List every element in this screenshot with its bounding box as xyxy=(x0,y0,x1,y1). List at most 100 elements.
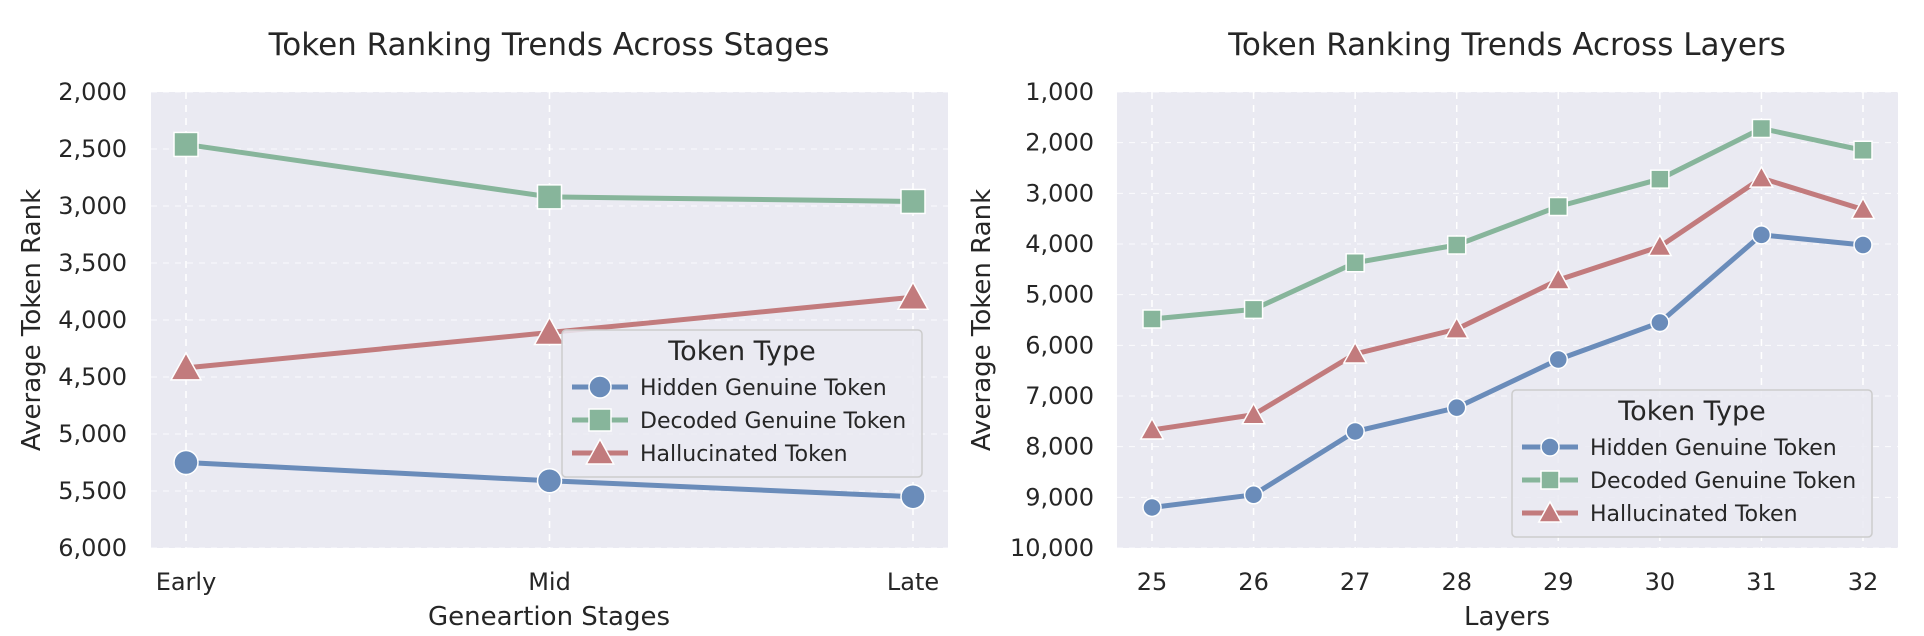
y-axis-label-layers: Average Token Rank xyxy=(967,189,997,451)
series-markers-layers xyxy=(1139,118,1876,518)
legend-items: Hidden Genuine Token Decoded Genuine Toke… xyxy=(572,375,906,467)
legend-label-hidden-genuine-token: Hidden Genuine Token xyxy=(1590,436,1837,461)
y-axis-label-stages: Average Token Rank xyxy=(17,189,47,451)
x-tick-labels-stages: Early Mid Late xyxy=(156,568,939,596)
data-point-hidden-genuine-token xyxy=(1243,485,1264,505)
y-tick-label: 1,000 xyxy=(1025,78,1094,106)
legend-swatch-marker xyxy=(1540,437,1560,457)
data-point-decoded-genuine-token xyxy=(1446,235,1467,255)
y-tick-label: 2,500 xyxy=(58,135,127,163)
x-tick-labels-layers: 25 26 27 28 29 30 31 32 xyxy=(1137,568,1879,596)
legend-stages: Token Type Hidden Genuine Token Decoded G… xyxy=(561,329,923,478)
data-point-hallucinated-token xyxy=(1748,165,1774,188)
data-point-hidden-genuine-token xyxy=(1142,497,1162,518)
data-point-hidden-genuine-token xyxy=(1446,397,1467,418)
legend-items: Hidden Genuine Token Decoded Genuine Toke… xyxy=(1522,436,1856,527)
legend-swatch-marker xyxy=(1540,470,1560,490)
data-point-hidden-genuine-token xyxy=(1345,421,1365,442)
series-line-hidden-genuine-token xyxy=(1149,232,1866,510)
y-tick-label: 6,000 xyxy=(1025,331,1094,359)
chart-title-layers: Token Ranking Trends Across Layers xyxy=(1227,27,1786,63)
data-point-decoded-genuine-token xyxy=(1345,252,1365,273)
chart-stages: 2,000 2,500 3,000 3,500 4,000 4,500 5,000 5,500… xyxy=(17,27,948,632)
data-point-hidden-genuine-token xyxy=(900,483,926,510)
data-point-decoded-genuine-token xyxy=(173,131,199,158)
legend-swatch-marker xyxy=(588,408,612,432)
y-tick-labels-stages: 2,000 2,500 3,000 3,500 4,000 4,500 5,000 5,500… xyxy=(58,78,127,562)
data-point-hallucinated-token xyxy=(1850,196,1876,220)
legend-box xyxy=(1511,389,1873,538)
series-lines-layers xyxy=(1149,125,1866,510)
x-tick-label: 29 xyxy=(1543,568,1574,596)
x-tick-label: 28 xyxy=(1441,568,1472,596)
data-point-hidden-genuine-token xyxy=(1650,312,1670,333)
y-tick-label: 5,500 xyxy=(58,477,127,505)
x-axis-label-layers: Layers xyxy=(1464,602,1550,632)
data-point-decoded-genuine-token xyxy=(536,184,563,210)
y-tick-label: 2,000 xyxy=(58,78,127,106)
data-point-hidden-genuine-token xyxy=(1751,225,1772,245)
legend-label-decoded-genuine-token: Decoded Genuine Token xyxy=(1590,469,1856,494)
data-point-hidden-genuine-token xyxy=(1548,349,1569,370)
series-line-hallucinated-token xyxy=(1149,175,1866,433)
y-tick-label: 5,000 xyxy=(1025,281,1094,309)
y-tick-label: 7,000 xyxy=(1025,382,1094,410)
data-point-hallucinated-token xyxy=(1139,417,1165,440)
data-point-hidden-genuine-token xyxy=(536,467,563,494)
data-point-hidden-genuine-token xyxy=(1853,235,1873,255)
chart-layers: 1,000 2,000 3,000 4,000 5,000 6,000 7,000 8,000… xyxy=(967,27,1898,632)
legend-label-hallucinated-token: Hallucinated Token xyxy=(1590,502,1798,527)
data-point-hallucinated-token xyxy=(1647,233,1673,257)
y-tick-label: 6,000 xyxy=(58,534,127,562)
data-point-hallucinated-token xyxy=(896,280,930,310)
data-point-decoded-genuine-token xyxy=(1853,140,1873,161)
data-point-hallucinated-token xyxy=(533,315,566,346)
data-point-decoded-genuine-token xyxy=(1142,309,1162,329)
legend-swatch-marker xyxy=(588,375,612,399)
legend-label-hallucinated-token: Hallucinated Token xyxy=(640,442,848,467)
data-point-decoded-genuine-token xyxy=(1650,169,1670,189)
data-point-decoded-genuine-token xyxy=(1243,299,1264,320)
data-point-hallucinated-token xyxy=(169,351,203,381)
x-tick-label: Early xyxy=(156,568,217,596)
y-tick-label: 8,000 xyxy=(1025,433,1094,461)
data-point-decoded-genuine-token xyxy=(1548,196,1569,217)
data-point-decoded-genuine-token xyxy=(1751,118,1772,139)
y-tick-labels-layers: 1,000 2,000 3,000 4,000 5,000 6,000 7,000 8,000… xyxy=(1010,78,1094,562)
data-point-hallucinated-token xyxy=(1545,267,1571,290)
legend-swatch-marker xyxy=(584,437,616,465)
legend-swatch-marker xyxy=(1537,500,1563,523)
legend-label-hidden-genuine-token: Hidden Genuine Token xyxy=(640,376,887,401)
legend-title: Token Type xyxy=(1617,396,1765,427)
x-tick-label: 31 xyxy=(1746,568,1777,596)
x-tick-label: 32 xyxy=(1848,568,1879,596)
data-point-hallucinated-token xyxy=(1241,401,1267,425)
x-tick-label: Mid xyxy=(528,568,571,596)
legend-label-decoded-genuine-token: Decoded Genuine Token xyxy=(640,409,906,434)
y-tick-label: 2,000 xyxy=(1025,129,1094,157)
y-tick-label: 5,000 xyxy=(58,420,127,448)
chart-title-stages: Token Ranking Trends Across Stages xyxy=(268,27,830,63)
y-tick-label: 3,500 xyxy=(58,249,127,277)
y-tick-label: 4,000 xyxy=(58,306,127,334)
series-line-decoded-genuine-token xyxy=(1149,125,1866,322)
data-point-decoded-genuine-token xyxy=(900,188,926,215)
data-point-hidden-genuine-token xyxy=(173,449,199,476)
legend-title: Token Type xyxy=(667,336,815,367)
y-tick-label: 4,000 xyxy=(1025,230,1094,258)
x-tick-label: 27 xyxy=(1340,568,1371,596)
x-tick-label: Late xyxy=(887,568,939,596)
data-point-hallucinated-token xyxy=(1444,316,1470,339)
series-markers-stages xyxy=(169,131,930,510)
x-axis-label-stages: Geneartion Stages xyxy=(428,602,670,632)
x-tick-label: 30 xyxy=(1645,568,1676,596)
data-point-hallucinated-token xyxy=(1342,341,1368,364)
legend-layers: Token Type Hidden Genuine Token Decoded G… xyxy=(1511,389,1873,538)
y-tick-label: 4,500 xyxy=(58,363,127,391)
y-tick-label: 3,000 xyxy=(58,192,127,220)
legend-box xyxy=(561,329,923,478)
y-tick-label: 9,000 xyxy=(1025,483,1094,511)
y-tick-label: 3,000 xyxy=(1025,179,1094,207)
y-tick-label: 10,000 xyxy=(1010,534,1094,562)
